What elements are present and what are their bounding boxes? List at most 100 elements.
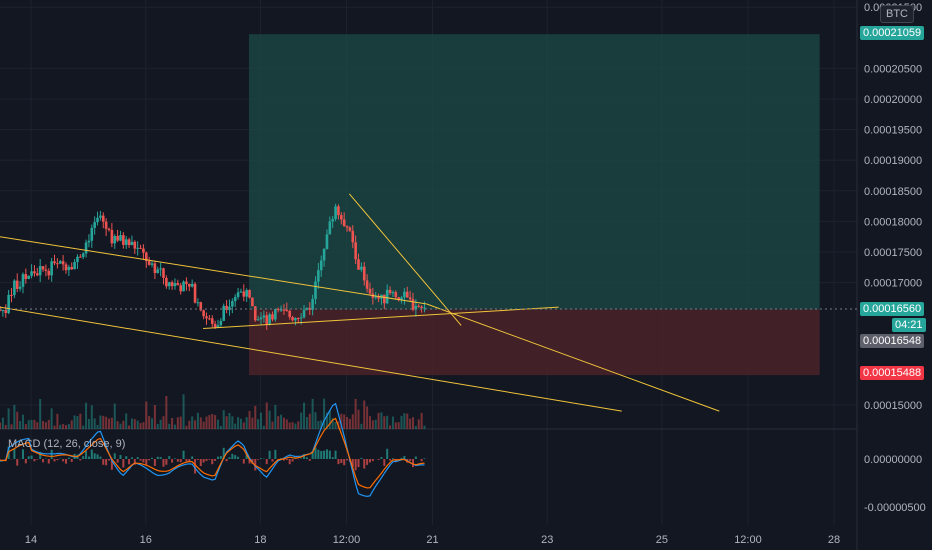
volume-bar (202, 421, 205, 429)
candle-body (87, 240, 91, 243)
candle-body (70, 266, 74, 270)
macd-histogram-bar (282, 459, 285, 461)
macd-histogram-bar (354, 459, 357, 471)
macd-histogram-bar (148, 459, 151, 461)
candle-body (193, 283, 197, 303)
macd-histogram-bar (288, 459, 291, 465)
candle-body (383, 294, 386, 304)
price-tick-label: 0.00018000 (864, 216, 922, 228)
macd-histogram-bar (400, 457, 403, 459)
time-tick-label: 12:00 (734, 534, 762, 546)
price-tick-label: 0.00020500 (864, 63, 922, 75)
macd-tick-label: 0.00000000 (864, 454, 922, 466)
volume-bar (314, 412, 317, 429)
time-axis: 14 16 18 12:00 21 23 25 12:00 28 (25, 534, 840, 546)
price-tick-label: 0.00019000 (864, 155, 922, 167)
volume-bar (317, 421, 320, 429)
candle-body (365, 280, 369, 289)
volume-bar (211, 413, 214, 429)
volume-bar (82, 425, 85, 429)
macd-histogram-bar (64, 459, 67, 464)
macd-histogram-bar (156, 456, 159, 459)
volume-bar (39, 399, 42, 429)
price-tick-label: 0.00017500 (864, 247, 922, 259)
candle-body (208, 318, 211, 320)
candle-body (33, 271, 36, 274)
candle-body (256, 319, 260, 321)
volume-bar (173, 424, 176, 429)
candle-body (239, 291, 243, 293)
candle-body (153, 263, 157, 273)
macd-histogram-bar (122, 459, 125, 468)
candle-body (73, 262, 76, 270)
volume-bar (245, 417, 248, 429)
candle-body (334, 206, 337, 220)
candle-body (285, 309, 289, 311)
candle-body (0, 310, 2, 312)
macd-histogram-bar (308, 459, 311, 461)
trendlines[interactable] (0, 193, 720, 412)
volume-bar (194, 420, 197, 429)
position-zones (248, 34, 820, 376)
candle-body (122, 235, 125, 245)
candles (0, 203, 426, 330)
volume-bar (151, 418, 154, 429)
macd-histogram-bar (82, 456, 85, 459)
volume-bar (56, 413, 59, 429)
candle-body (156, 269, 160, 273)
volume-bar (79, 413, 82, 429)
volume-bars (0, 394, 426, 429)
volume-bar (159, 419, 162, 429)
candle-body (10, 294, 13, 296)
macd-histogram-bar (234, 455, 237, 459)
macd-indicator-label[interactable]: MACD (12, 26, close, 9) (8, 438, 126, 450)
entry-price-label: 0.00016560 (860, 302, 925, 316)
macd-histogram-bar (208, 459, 211, 460)
profit-zone (248, 34, 820, 310)
macd-histogram-bar (231, 453, 234, 459)
volume-bar (389, 425, 392, 429)
volume-bar (414, 425, 417, 429)
macd-histogram-bar (56, 459, 59, 461)
macd-histogram-bar (414, 456, 417, 459)
volume-bar (62, 423, 65, 429)
volume-bar (142, 422, 145, 429)
candle-body (38, 266, 42, 276)
macd-histogram-bar (90, 449, 93, 459)
candle-body (179, 285, 183, 292)
volume-bar (311, 398, 314, 429)
currency-badge[interactable]: BTC (880, 5, 914, 23)
macd-histogram-bar (62, 459, 65, 462)
volume-bar (377, 412, 380, 429)
candle-body (248, 290, 251, 298)
candle-body (24, 274, 28, 279)
candle-body (228, 306, 231, 311)
macd-histogram-bar (194, 459, 197, 474)
volume-bar (234, 423, 237, 429)
volume-bar (162, 416, 165, 429)
candle-body (397, 297, 400, 300)
candle-body (196, 302, 200, 304)
macd-histogram-bar (133, 459, 136, 465)
macd-histogram-bar (268, 450, 271, 459)
candle-body (351, 230, 355, 243)
candle-body (222, 305, 226, 321)
price-tick-label: 0.00015000 (864, 400, 922, 412)
macd-histogram-bar (271, 459, 274, 462)
macd-histogram-bar (389, 459, 392, 461)
candle-body (299, 317, 303, 319)
candle-body (294, 318, 297, 321)
candle-body (13, 280, 16, 296)
candle-body (136, 247, 139, 249)
volume-bar (391, 416, 394, 429)
candle-body (113, 235, 117, 244)
candle-body (411, 299, 415, 310)
candle-body (308, 307, 312, 310)
candle-body (104, 221, 108, 229)
volume-bar (24, 424, 27, 429)
candle-body (15, 280, 19, 289)
macd-histogram-bar (245, 454, 248, 459)
candle-body (360, 266, 363, 270)
